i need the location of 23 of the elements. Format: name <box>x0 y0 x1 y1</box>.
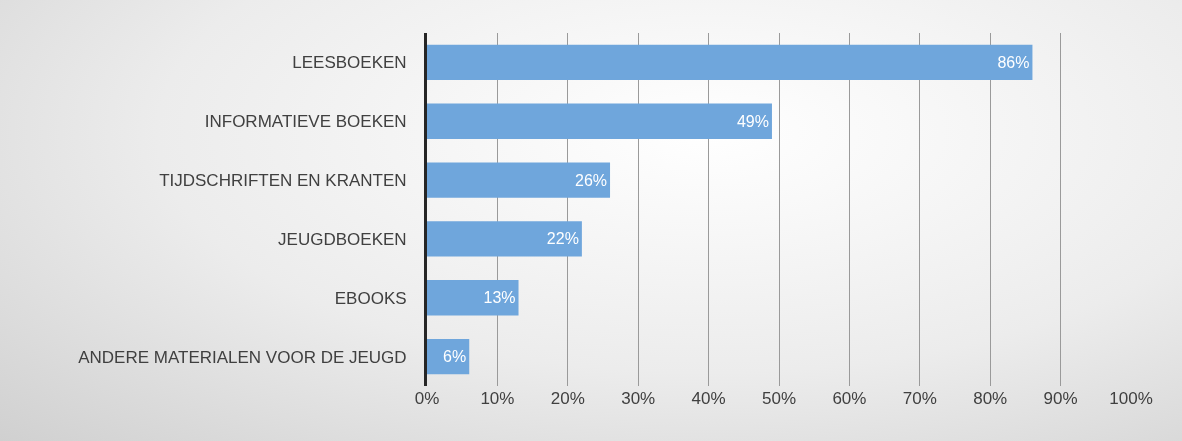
x-tick-label: 0% <box>414 389 440 408</box>
x-tick-label: 90% <box>1043 389 1078 408</box>
y-tick-label: INFORMATIEVE BOEKEN <box>204 112 407 132</box>
x-tick-label: 70% <box>902 389 937 408</box>
x-tick-label: 40% <box>691 389 726 408</box>
y-tick-label: TIJDSCHRIFTEN EN KRANTEN <box>159 171 407 191</box>
data-label: 26% <box>575 171 608 189</box>
x-tick-label: 60% <box>832 389 867 408</box>
data-label: 49% <box>736 112 769 130</box>
x-tick-label: 10% <box>480 389 515 408</box>
y-tick-label: ANDERE MATERIALEN VOOR DE JEUGD <box>78 347 407 367</box>
y-tick-label: JEUGDBOEKEN <box>278 229 407 249</box>
x-tick-label: 100% <box>1109 389 1153 408</box>
x-tick-label: 20% <box>550 389 585 408</box>
data-label: 22% <box>546 230 579 248</box>
data-label: 13% <box>483 289 516 307</box>
x-tick-label: 50% <box>761 389 797 408</box>
y-tick-label: LEESBOEKEN <box>292 53 407 73</box>
x-tick-label: 30% <box>621 389 656 408</box>
data-label: 86% <box>997 53 1030 71</box>
data-label: 6% <box>443 348 467 366</box>
x-tick-label: 80% <box>973 389 1008 408</box>
y-tick-label: EBOOKS <box>334 288 407 308</box>
